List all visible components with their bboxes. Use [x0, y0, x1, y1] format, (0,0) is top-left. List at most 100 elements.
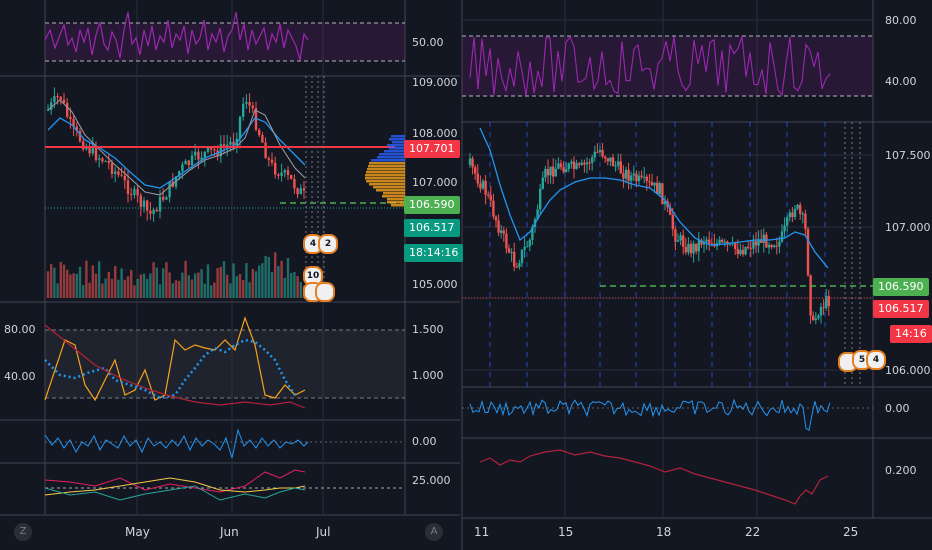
candle [515, 262, 518, 268]
candle [734, 241, 737, 255]
candle [611, 154, 615, 167]
auto-scale-a-button[interactable]: A [425, 523, 443, 541]
volume-bar [168, 272, 171, 298]
candle [721, 238, 724, 244]
oscillator-line [44, 428, 309, 459]
candle [107, 154, 110, 170]
rsi-band [462, 36, 873, 96]
candle [689, 240, 693, 258]
volume-profile-row [391, 204, 405, 207]
candle [296, 187, 299, 199]
candle [708, 231, 711, 251]
candle [687, 237, 690, 256]
stoch-scale-left-label: 80.00 [4, 323, 36, 336]
event-badge[interactable]: 4 [866, 350, 886, 370]
volume-bar [155, 267, 158, 298]
candle [494, 215, 498, 228]
candle [669, 202, 672, 216]
candle [274, 156, 277, 179]
volume-profile-row [367, 168, 405, 171]
candle [484, 174, 487, 205]
candle [726, 240, 729, 252]
candle [299, 184, 302, 195]
flag-badge[interactable] [315, 282, 335, 302]
auto-scale-z-button[interactable]: Z [14, 523, 32, 541]
candle [682, 229, 685, 255]
volume-bars [46, 252, 306, 298]
price-scale-label: 106.000 [885, 364, 931, 377]
candle [168, 181, 171, 203]
volume-bar [194, 273, 197, 298]
candle [242, 97, 245, 121]
price-tag-last: 106.517 [873, 300, 929, 318]
candle [575, 159, 578, 170]
volume-bar [136, 278, 139, 298]
time-axis-label: Jul [316, 525, 331, 539]
bottom-scale-label: 25.000 [412, 474, 451, 487]
price-tag-last: 106.517 [404, 219, 460, 237]
candle [630, 171, 633, 189]
candle [760, 229, 763, 244]
price-scale-label: 108.000 [412, 127, 458, 140]
volume-bar [133, 285, 136, 298]
volume-bar [213, 282, 216, 298]
candle [796, 203, 799, 211]
volume-bar [261, 263, 264, 298]
candle [609, 157, 612, 166]
candle [814, 312, 817, 325]
volume-bar [142, 273, 146, 298]
candle [723, 238, 726, 247]
volume-profile-row [387, 198, 405, 201]
volume-bar [232, 263, 235, 298]
candle [254, 101, 258, 132]
candle [513, 242, 516, 272]
candle [544, 165, 547, 182]
volume-bar [299, 282, 302, 298]
bottom-scale-label: 0.200 [885, 464, 917, 477]
candle [226, 134, 229, 157]
stoch-red-line [44, 324, 306, 409]
volume-bar [146, 278, 149, 298]
left-chart [0, 0, 460, 516]
volume-bar [53, 267, 56, 298]
volume-bar [286, 257, 290, 298]
candle [614, 161, 617, 172]
candle [222, 135, 226, 155]
candle [679, 232, 682, 246]
volume-profile-row [382, 195, 405, 198]
candle [572, 156, 576, 179]
price-scale-label: 107.000 [412, 176, 458, 189]
candle [290, 174, 293, 180]
volume-bar [222, 261, 226, 298]
candle [492, 193, 495, 220]
event-badge[interactable]: 2 [318, 234, 338, 254]
candle [692, 240, 695, 263]
volume-bar [75, 273, 78, 298]
candle [684, 237, 687, 255]
rsi-line [44, 11, 309, 61]
candle [75, 122, 78, 137]
volume-profile-row [376, 189, 405, 192]
countdown-tag: 18:14:16 [404, 244, 464, 262]
candle [565, 162, 568, 173]
candle [622, 165, 625, 188]
candle [656, 176, 659, 195]
time-axis-label: 11 [474, 525, 490, 539]
volume-bar [174, 280, 178, 298]
candle [793, 205, 797, 220]
candle [562, 161, 565, 174]
candle [152, 208, 155, 222]
candle [700, 238, 703, 248]
candle [567, 162, 570, 173]
candle [606, 157, 609, 166]
price-tag-green: 106.590 [404, 196, 460, 214]
candle [72, 114, 75, 137]
volume-profile-row [369, 162, 405, 165]
candle [293, 174, 296, 194]
candle [104, 160, 107, 163]
volume-bar [72, 273, 75, 298]
price-scale-label: 107.500 [885, 149, 931, 162]
volume-bar [149, 273, 152, 298]
volume-profile-row [391, 135, 405, 138]
